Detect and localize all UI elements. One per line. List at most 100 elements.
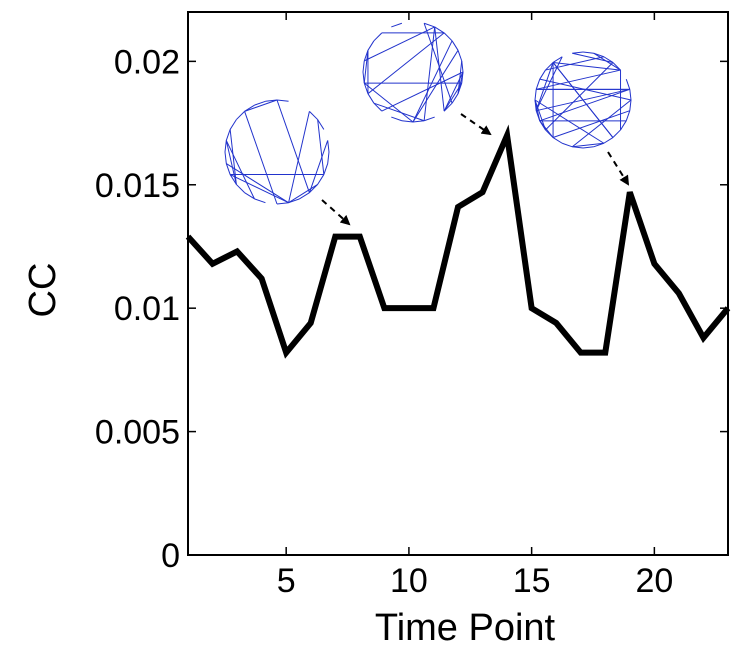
data-point	[702, 337, 704, 339]
data-point	[506, 134, 508, 136]
network-edge	[443, 82, 463, 112]
network-edge	[572, 51, 584, 54]
data-point	[678, 292, 680, 294]
network-edge	[244, 192, 255, 200]
axes	[187, 11, 729, 556]
network-edge	[552, 137, 563, 144]
series-layer	[185, 124, 731, 359]
network-edge	[323, 163, 329, 175]
network-edge	[254, 198, 266, 204]
network-edge	[226, 163, 289, 204]
network-edge	[553, 61, 621, 71]
network-edge	[423, 22, 435, 28]
network-edge	[373, 102, 425, 122]
annotation-arrow	[607, 151, 630, 186]
network-edge	[434, 26, 445, 112]
network-edge	[362, 60, 365, 73]
network-edge	[391, 22, 403, 28]
annotation-arrow	[460, 113, 492, 136]
network-edge	[363, 50, 369, 84]
y-axis-title: CC	[22, 263, 64, 318]
network-edge	[535, 56, 563, 111]
network-edge	[225, 163, 231, 175]
x-tick-label: 10	[390, 562, 428, 600]
network-edge	[582, 146, 594, 149]
data-point	[727, 307, 729, 309]
network-edge	[534, 99, 605, 144]
network-edge	[629, 89, 632, 101]
network-edge	[288, 183, 318, 204]
data-point	[457, 206, 459, 208]
network-edge	[373, 102, 383, 112]
network-edge	[629, 99, 632, 111]
data-point	[604, 352, 606, 354]
network-edge	[572, 99, 632, 148]
data-point	[432, 307, 434, 309]
data-point	[531, 307, 533, 309]
network-edge	[535, 79, 541, 90]
network-edge	[373, 32, 383, 42]
network-edge	[545, 56, 604, 71]
network-edge	[412, 120, 425, 123]
network-edge	[603, 137, 614, 144]
network-edge	[317, 119, 325, 175]
y-tick-label: 0.005	[95, 414, 180, 452]
network-edge	[225, 140, 255, 200]
network-edge	[309, 110, 319, 120]
network-edge	[225, 140, 237, 185]
network-edge	[625, 110, 631, 121]
network-edge	[535, 62, 554, 111]
network-edge	[401, 120, 414, 123]
data-point	[285, 352, 287, 354]
network-edge	[539, 69, 546, 80]
network-graph-icon	[362, 22, 464, 123]
network-edge	[443, 32, 453, 42]
annotation-arrow	[321, 199, 351, 226]
network-edge	[299, 192, 310, 200]
network-edge	[534, 99, 546, 131]
x-tick-label: 20	[635, 562, 673, 600]
data-point	[310, 322, 312, 324]
network-edge	[317, 119, 325, 130]
network-edge	[423, 26, 436, 121]
network-edge	[288, 111, 310, 203]
x-axis-title: Time Point	[375, 607, 556, 649]
network-edge	[572, 142, 604, 148]
data-point	[236, 250, 238, 252]
network-edge	[229, 174, 289, 204]
network-edge	[552, 56, 563, 63]
network-edge	[536, 69, 621, 90]
network-edge	[367, 40, 375, 51]
network-edge	[612, 129, 621, 138]
network-edge	[603, 56, 614, 63]
network-edge	[367, 93, 375, 104]
network-edge	[457, 50, 463, 62]
network-edge	[363, 82, 369, 94]
data-point	[187, 236, 189, 238]
tick-labels: 5 10 15 20 0 0.005 0.01 0.015 0.02	[95, 43, 673, 600]
network-edge	[229, 129, 237, 185]
data-point	[334, 236, 336, 238]
network-edge	[552, 110, 630, 138]
network-graph-icon	[224, 99, 330, 205]
network-edge	[545, 62, 614, 131]
network-edge	[423, 116, 435, 122]
data-point	[580, 352, 582, 354]
network-edge	[317, 174, 325, 185]
network-edge	[276, 99, 289, 102]
network-edge	[327, 151, 330, 164]
network-edge	[552, 62, 614, 138]
data-point	[653, 263, 655, 265]
network-edge	[562, 142, 573, 148]
network-edge	[327, 140, 330, 153]
data-point	[629, 191, 631, 193]
data-point	[555, 322, 557, 324]
network-edge	[545, 62, 554, 71]
network-edge	[254, 100, 266, 106]
series-line	[185, 124, 731, 359]
network-edge	[244, 111, 278, 205]
x-tick-label: 15	[513, 562, 551, 600]
network-graph-icon	[534, 51, 632, 149]
network-edge	[391, 116, 403, 122]
y-tick-label: 0.01	[114, 290, 180, 328]
